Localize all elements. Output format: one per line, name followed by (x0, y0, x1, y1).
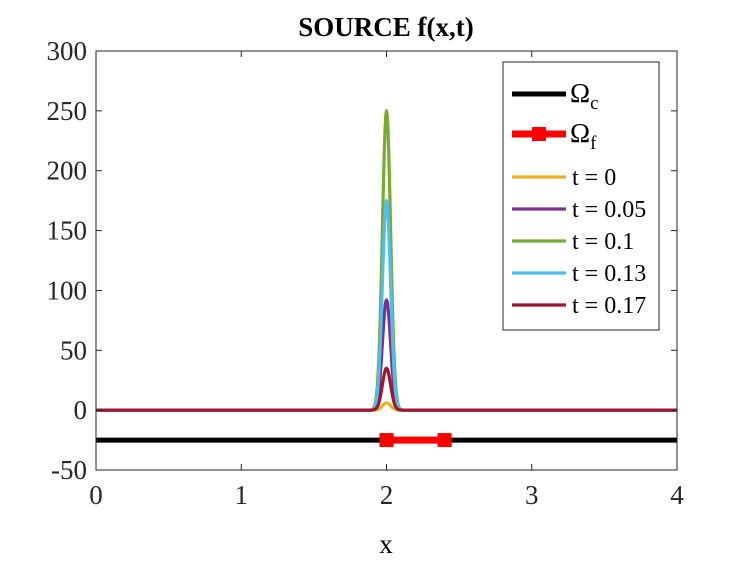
x-tick-label: 2 (380, 480, 394, 510)
legend-label: t = 0.13 (572, 261, 646, 287)
legend-marker (532, 127, 546, 141)
domain-lines (96, 433, 677, 448)
y-tick-label: 200 (47, 156, 88, 186)
chart-title: SOURCE f(x,t) (298, 12, 474, 42)
x-tick-label: 1 (235, 480, 249, 510)
legend-label: t = 0.05 (572, 197, 646, 223)
legend-box (502, 61, 660, 331)
legend-label: t = 0 (572, 165, 616, 191)
y-tick-label: -50 (51, 455, 87, 485)
domain-marker-1-1 (437, 433, 452, 448)
x-tick-label: 0 (89, 480, 103, 510)
x-axis-label: x (379, 529, 393, 559)
y-tick-label: 250 (47, 96, 88, 126)
y-tick-label: 50 (60, 335, 87, 365)
y-tick-label: 150 (47, 216, 88, 246)
y-tick-label: 100 (47, 275, 88, 305)
legend-label: Ωf (570, 118, 597, 154)
y-tick-label: 300 (47, 36, 88, 66)
series-line-4 (95, 366, 678, 412)
legend: Ωc Ωf t = 0 t = 0.05 t = 0.1 t = 0.13 t = 0.17 (502, 61, 660, 331)
legend-label: t = 0.1 (572, 229, 634, 255)
legend-label: Ωc (570, 78, 599, 114)
domain-marker-1-0 (379, 433, 394, 448)
legend-label: t = 0.17 (572, 293, 646, 319)
x-tick-label: 3 (525, 480, 539, 510)
y-tick-label: 0 (74, 395, 88, 425)
x-tick-label: 4 (670, 480, 684, 510)
series-lines (95, 109, 678, 412)
